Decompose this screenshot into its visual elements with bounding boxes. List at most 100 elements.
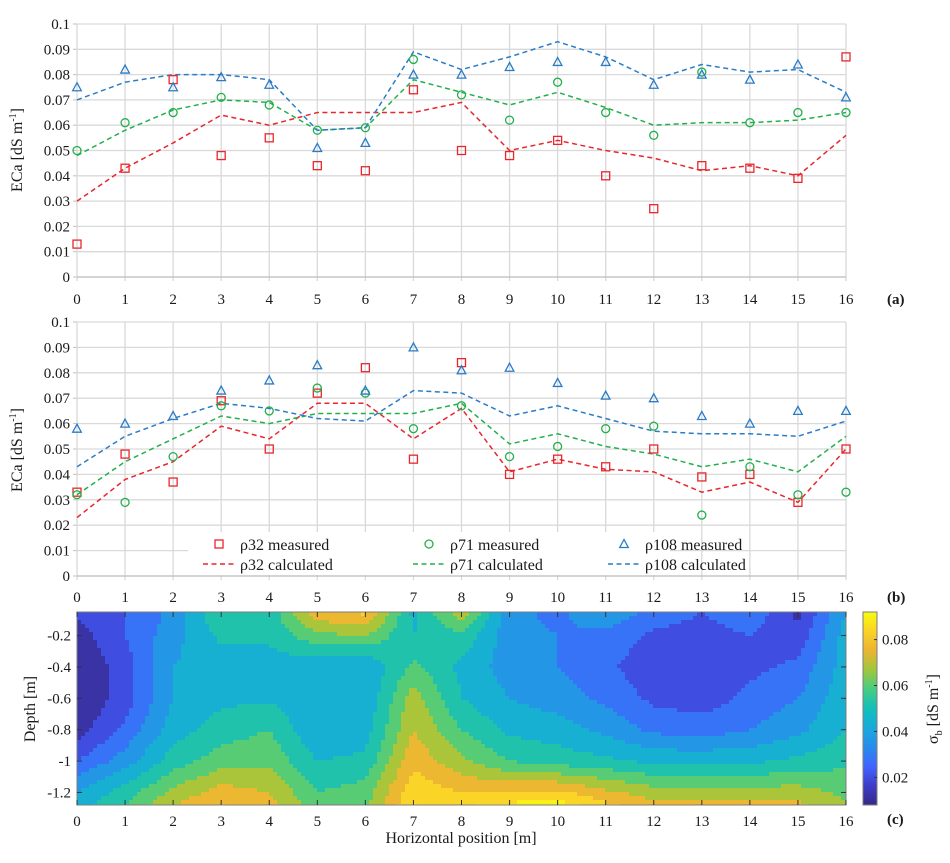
heatmap-cell: [237, 640, 242, 645]
heatmap-cell: [77, 664, 82, 669]
heatmap-cell: [137, 708, 142, 713]
heatmap-cell: [773, 644, 778, 649]
heatmap-cell: [289, 700, 294, 705]
heatmap-cell: [629, 700, 634, 705]
heatmap-cell: [185, 660, 190, 665]
heatmap-cell: [253, 660, 258, 665]
heatmap-cell: [457, 628, 462, 633]
heatmap-cell: [353, 696, 358, 701]
heatmap-cell: [289, 696, 294, 701]
heatmap-cell: [521, 620, 526, 625]
heatmap-cell: [321, 680, 326, 685]
heatmap-cell: [421, 672, 426, 677]
heatmap-cell: [509, 640, 514, 645]
heatmap-cell: [309, 632, 314, 637]
heatmap-cell: [629, 640, 634, 645]
heatmap-cell: [777, 680, 782, 685]
heatmap-cell: [409, 616, 414, 621]
heatmap-cell: [481, 676, 486, 681]
heatmap-cell: [265, 656, 270, 661]
heatmap-cell: [545, 696, 550, 701]
heatmap-cell: [485, 688, 490, 693]
heatmap-cell: [265, 672, 270, 677]
heatmap-cell: [205, 636, 210, 641]
heatmap-cell: [809, 704, 814, 709]
heatmap-cell: [801, 704, 806, 709]
heatmap-cell: [725, 628, 730, 633]
heatmap-cell: [729, 664, 734, 669]
heatmap-cell: [629, 692, 634, 697]
heatmap-cell: [389, 676, 394, 681]
heatmap-cell: [477, 660, 482, 665]
heatmap-cell: [781, 640, 786, 645]
heatmap-cell: [817, 676, 822, 681]
heatmap-cell: [285, 692, 290, 697]
heatmap-cell: [381, 636, 386, 641]
heatmap-cell: [505, 628, 510, 633]
heatmap-cell: [485, 628, 490, 633]
heatmap-cell: [265, 660, 270, 665]
heatmap-cell: [177, 660, 182, 665]
heatmap-cell: [105, 632, 110, 637]
heatmap-cell: [329, 632, 334, 637]
heatmap-cell: [645, 612, 650, 617]
heatmap-cell: [725, 620, 730, 625]
heatmap-cell: [221, 624, 226, 629]
heatmap-cell: [177, 692, 182, 697]
heatmap-cell: [581, 612, 586, 617]
heatmap-cell: [357, 656, 362, 661]
heatmap-cell: [625, 612, 630, 617]
y-tick-label: 0.05: [44, 144, 70, 160]
heatmap-cell: [281, 672, 286, 677]
heatmap-cell: [277, 708, 282, 713]
heatmap-cell: [509, 700, 514, 705]
heatmap-cell: [541, 656, 546, 661]
heatmap-cell: [425, 620, 430, 625]
heatmap-cell: [525, 648, 530, 653]
heatmap-cell: [381, 664, 386, 669]
heatmap-cell: [265, 648, 270, 653]
heatmap-cell: [365, 620, 370, 625]
x-tick-label: 1: [121, 590, 129, 606]
heatmap-cell: [337, 612, 342, 617]
heatmap-cell: [157, 708, 162, 713]
heatmap-cell: [273, 644, 278, 649]
heatmap-cell: [401, 628, 406, 633]
heatmap-cell: [825, 700, 830, 705]
heatmap-cell: [405, 680, 410, 685]
heatmap-cell: [345, 656, 350, 661]
heatmap-cell: [553, 688, 558, 693]
heatmap-cell: [89, 632, 94, 637]
heatmap-cell: [97, 624, 102, 629]
heatmap-cell: [345, 632, 350, 637]
heatmap-cell: [529, 628, 534, 633]
heatmap-cell: [141, 676, 146, 681]
heatmap-cell: [349, 656, 354, 661]
heatmap-cell: [317, 636, 322, 641]
heatmap-cell: [637, 692, 642, 697]
heatmap-cell: [129, 632, 134, 637]
heatmap-cell: [197, 640, 202, 645]
heatmap-cell: [497, 616, 502, 621]
heatmap-cell: [213, 628, 218, 633]
heatmap-cell: [297, 648, 302, 653]
heatmap-cell: [345, 688, 350, 693]
heatmap-cell: [721, 696, 726, 701]
heatmap-cell: [497, 668, 502, 673]
heatmap-cell: [405, 676, 410, 681]
heatmap-cell: [201, 676, 206, 681]
heatmap-cell: [297, 636, 302, 641]
heatmap-cell: [765, 640, 770, 645]
heatmap-cell: [393, 648, 398, 653]
heatmap-cell: [605, 676, 610, 681]
heatmap-cell: [489, 680, 494, 685]
heatmap-cell: [765, 652, 770, 657]
heatmap-cell: [701, 680, 706, 685]
heatmap-cell: [477, 672, 482, 677]
heatmap-cell: [381, 632, 386, 637]
heatmap-cell: [837, 664, 842, 669]
heatmap-cell: [277, 624, 282, 629]
heatmap-cell: [549, 632, 554, 637]
heatmap-cell: [501, 648, 506, 653]
heatmap-cell: [193, 648, 198, 653]
